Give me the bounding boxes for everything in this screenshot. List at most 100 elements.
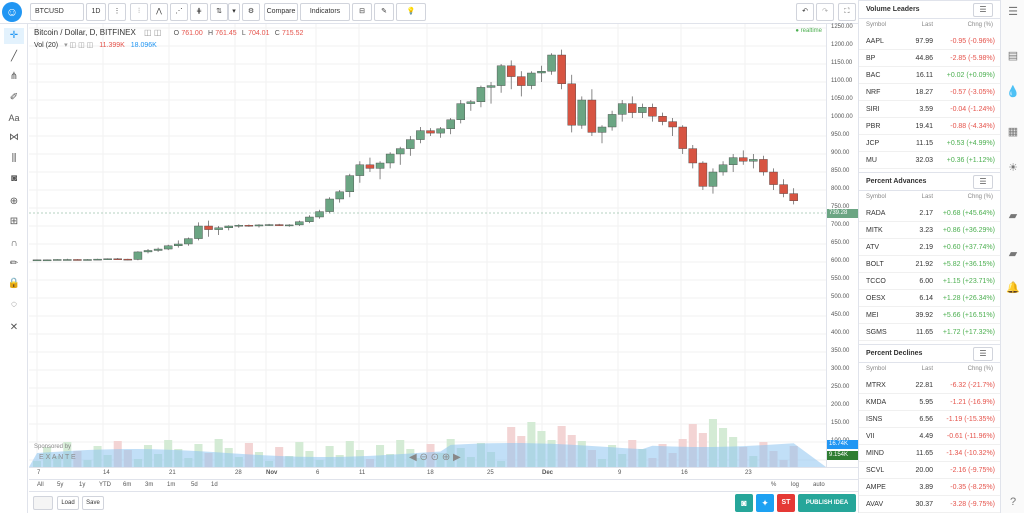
watchlist-row[interactable]: MTRX 22.81 -6.32 (-21.7%): [859, 377, 1001, 394]
watchlist-row[interactable]: SGMS 11.65 +1.72 (+17.32%): [859, 324, 1001, 341]
range-button-all[interactable]: All: [37, 482, 44, 488]
watchlist-row[interactable]: RADA 2.17 +0.68 (+45.64%): [859, 205, 1001, 222]
range-button-ytd[interactable]: YTD: [99, 482, 111, 488]
remove-tools-icon[interactable]: ✕: [9, 322, 19, 333]
watchlist-row[interactable]: SCVL 20.00 -2.16 (-9.75%): [859, 462, 1001, 479]
watchlist-row[interactable]: JCP 11.15 +0.53 (+4.99%): [859, 135, 1001, 152]
brush-icon[interactable]: ✐: [9, 92, 19, 103]
sponsor-name[interactable]: E X A N T E: [39, 454, 76, 461]
reset-icon[interactable]: ⊙: [430, 452, 440, 463]
lock-icon[interactable]: 🔒: [7, 278, 21, 289]
alert-icon[interactable]: 💡: [396, 3, 426, 21]
watchlist-row[interactable]: KMDA 5.95 -1.21 (-16.9%): [859, 394, 1001, 411]
pencil-lock-icon[interactable]: ✏: [9, 258, 19, 269]
chat-icon[interactable]: ▰: [1008, 210, 1018, 222]
chart-pane[interactable]: Bitcoin / Dollar, D, BITFINEX ◫ ◫ O 761.…: [29, 24, 826, 467]
percent-toggle[interactable]: %: [771, 482, 777, 488]
legend-settings-icon[interactable]: ◫ ◫: [144, 28, 162, 37]
auto-toggle[interactable]: auto: [813, 482, 825, 488]
indicators-button[interactable]: Indicators: [300, 3, 350, 21]
drawing-icon[interactable]: ✎: [374, 3, 394, 21]
watchlist-row[interactable]: ATV 2.19 +0.60 (+37.74%): [859, 239, 1001, 256]
zoom-out-icon[interactable]: ⊖: [419, 452, 428, 463]
notifications-icon[interactable]: 🔔: [1006, 282, 1020, 294]
text-tool-icon[interactable]: Aa: [8, 113, 20, 123]
watchlist-row[interactable]: MIND 11.65 -1.34 (-10.32%): [859, 445, 1001, 462]
heikin-icon[interactable]: ⇅: [210, 3, 228, 21]
watchlist-row[interactable]: AAPL 97.99 -0.95 (-0.96%): [859, 33, 1001, 50]
range-button-1y[interactable]: 1y: [79, 482, 86, 488]
save-button[interactable]: Save: [82, 496, 104, 510]
stocktwits-icon[interactable]: ST: [777, 494, 795, 512]
chart-type-dropdown-icon[interactable]: ▾: [228, 3, 240, 21]
undo-icon[interactable]: ↶: [796, 3, 814, 21]
watchlist-row[interactable]: MITK 3.23 +0.86 (+36.29%): [859, 222, 1001, 239]
area-chart-icon[interactable]: ⋰: [170, 3, 188, 21]
candles-icon[interactable]: ⫶: [130, 3, 148, 21]
watchlist-row[interactable]: BAC 16.11 +0.02 (+0.09%): [859, 67, 1001, 84]
crosshair-icon[interactable]: ✛: [4, 28, 24, 44]
price-axis[interactable]: 1250.00 1200.00 1150.00 1100.00 1050.00 1000.…: [826, 24, 858, 467]
interval-dropdown-icon[interactable]: ⋮: [108, 3, 126, 21]
fullscreen-icon[interactable]: ⛶: [838, 3, 856, 21]
volume-settings-icon[interactable]: ▾ ◫ ◫ ◫: [64, 42, 94, 49]
section-menu-icon[interactable]: ☰: [973, 347, 993, 361]
bars-icon[interactable]: ⋕: [190, 3, 208, 21]
layout-icon[interactable]: [33, 496, 53, 510]
watchlist-row[interactable]: VII 4.49 -0.61 (-11.96%): [859, 428, 1001, 445]
section-menu-icon[interactable]: ☰: [973, 175, 993, 189]
watchlist-row[interactable]: SIRI 3.59 -0.04 (-1.24%): [859, 101, 1001, 118]
pattern-icon[interactable]: ⋈: [9, 132, 19, 143]
range-button-5y[interactable]: 5y: [57, 482, 64, 488]
log-toggle[interactable]: log: [791, 482, 800, 488]
watchlist-row[interactable]: AMPE 3.89 -0.35 (-8.25%): [859, 479, 1001, 496]
watchlist-icon[interactable]: ☰: [1008, 6, 1018, 18]
watchlist-row[interactable]: MU 32.03 +0.36 (+1.12%): [859, 152, 1001, 169]
scroll-left-icon[interactable]: ◀: [409, 452, 417, 463]
messages-icon[interactable]: ▰: [1008, 248, 1018, 260]
template-icon[interactable]: ⊟: [352, 3, 372, 21]
watchlist-row[interactable]: MEI 39.92 +5.66 (+16.51%): [859, 307, 1001, 324]
range-button-6m[interactable]: 6m: [123, 482, 132, 488]
twitter-icon[interactable]: ✦: [756, 494, 774, 512]
settings-gear-icon[interactable]: ⚙: [242, 3, 260, 21]
watchlist-row[interactable]: AVAV 30.37 -3.28 (-9.75%): [859, 496, 1001, 513]
zoom-in-icon[interactable]: ⊕: [441, 452, 451, 463]
measure-icon[interactable]: ⊞: [9, 216, 19, 227]
camera-icon[interactable]: ◙: [10, 173, 18, 184]
trendline-icon[interactable]: ╱: [10, 51, 18, 62]
redo-icon[interactable]: ↷: [816, 3, 834, 21]
compare-button[interactable]: Compare: [264, 3, 298, 21]
news-icon[interactable]: ▤: [1007, 50, 1019, 62]
ideas-icon[interactable]: ☀: [1008, 162, 1018, 174]
section-menu-icon[interactable]: ☰: [973, 3, 993, 17]
range-button-1m[interactable]: 1m: [167, 482, 176, 488]
magnet-icon[interactable]: ∩: [10, 238, 18, 249]
range-button-5d[interactable]: 5d: [191, 482, 198, 488]
symbol-input[interactable]: BTCUSD: [30, 3, 84, 21]
scroll-right-icon[interactable]: ▶: [453, 452, 461, 463]
watchlist-row[interactable]: BOLT 21.92 +5.82 (+36.15%): [859, 256, 1001, 273]
data-window-icon[interactable]: 💧: [1006, 86, 1020, 98]
calendar-icon[interactable]: ▦: [1007, 126, 1019, 138]
watchlist-row[interactable]: ISNS 6.56 -1.19 (-15.35%): [859, 411, 1001, 428]
fib-icon[interactable]: ⫼: [11, 153, 17, 164]
eye-icon[interactable]: ◌: [11, 299, 17, 310]
range-button-3m[interactable]: 3m: [145, 482, 154, 488]
load-button[interactable]: Load: [57, 496, 79, 510]
time-axis[interactable]: 7 14 21 28 Nov 6 11 18 25 Dec 9 16 23: [29, 467, 858, 479]
line-chart-icon[interactable]: ⋀: [150, 3, 168, 21]
publish-idea-button[interactable]: PUBLISH IDEA: [798, 494, 856, 512]
range-button-1d[interactable]: 1d: [211, 482, 218, 488]
watchlist-row[interactable]: BP 44.86 -2.85 (-5.98%): [859, 50, 1001, 67]
watchlist-row[interactable]: NRF 18.27 -0.57 (-3.05%): [859, 84, 1001, 101]
snapshot-icon[interactable]: ◙: [735, 494, 753, 512]
fork-icon[interactable]: ⋔: [9, 71, 19, 82]
watchlist-row[interactable]: OESX 6.14 +1.28 (+26.34%): [859, 290, 1001, 307]
watchlist-row[interactable]: TCCO 6.00 +1.15 (+23.71%): [859, 273, 1001, 290]
help-icon[interactable]: ?: [1009, 496, 1017, 508]
interval-button[interactable]: 1D: [86, 3, 106, 21]
zoom-icon[interactable]: ⊕: [9, 196, 19, 207]
watchlist-row[interactable]: PBR 19.41 -0.88 (-4.34%): [859, 118, 1001, 135]
smiley-icon[interactable]: ☺: [2, 2, 22, 22]
